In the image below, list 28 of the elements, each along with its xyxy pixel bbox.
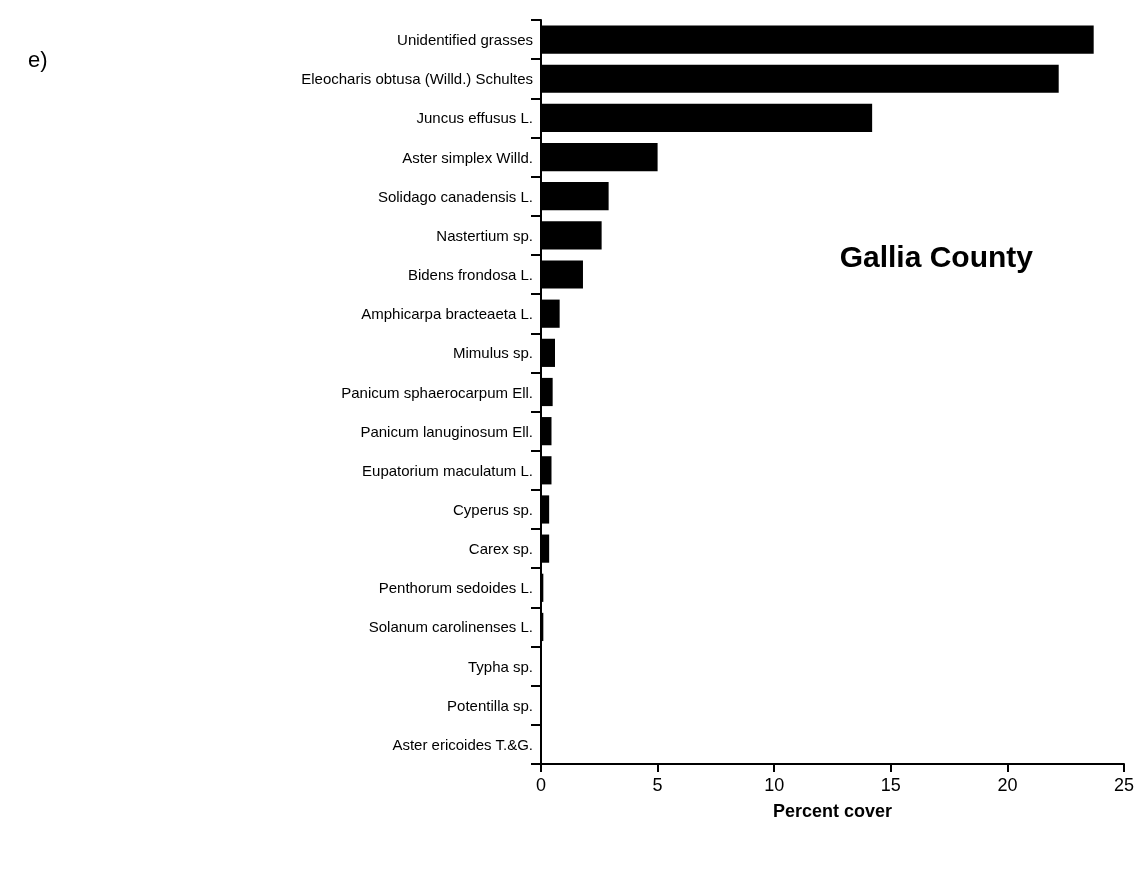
text: e) — [28, 46, 48, 72]
y-tick-label: Solanum carolinenses L. — [368, 618, 533, 636]
y-tick-label: Carex sp. — [468, 540, 533, 558]
y-tick-label: Eupatorium maculatum L. — [362, 461, 533, 479]
y-tick-label: Cyperus sp. — [452, 500, 533, 518]
y-tick-label: Bidens frondosa L. — [407, 266, 533, 284]
y-tick-label: Solidago canadensis L. — [377, 187, 533, 205]
y-tick-label: Penthorum sedoides L. — [378, 579, 533, 597]
y-tick-label: Typha sp. — [467, 657, 533, 675]
x-tick-label: 25 — [1113, 775, 1135, 795]
y-tick-label: Panicum lanuginosum Ell. — [360, 422, 533, 440]
y-tick-label: Potentilla sp. — [447, 696, 533, 714]
x-tick-label: 20 — [997, 775, 1018, 795]
x-tick-label: 5 — [652, 775, 663, 795]
x-tick-label: 10 — [764, 775, 785, 795]
x-tick-label: 15 — [880, 775, 901, 795]
y-tick-label: Juncus effusus L. — [416, 109, 533, 127]
y-tick-label: Amphicarpa bracteaeta L. — [361, 305, 533, 323]
y-tick-label: Eleocharis obtusa (Willd.) Schultes — [301, 70, 533, 88]
y-tick-label: Aster ericoides T.&G. — [392, 735, 533, 753]
y-tick-label: Panicum sphaerocarpum Ell. — [341, 383, 533, 401]
text: Gallia County — [839, 239, 1034, 273]
x-axis-title: Percent cover — [772, 801, 893, 821]
y-tick-label: Aster simplex Willd. — [402, 148, 533, 166]
x-tick-label: 0 — [535, 775, 547, 795]
y-tick-label: Nastertium sp. — [436, 226, 533, 244]
y-tick-label: Mimulus sp. — [452, 344, 533, 362]
y-tick-label: Unidentified grasses — [397, 31, 533, 49]
